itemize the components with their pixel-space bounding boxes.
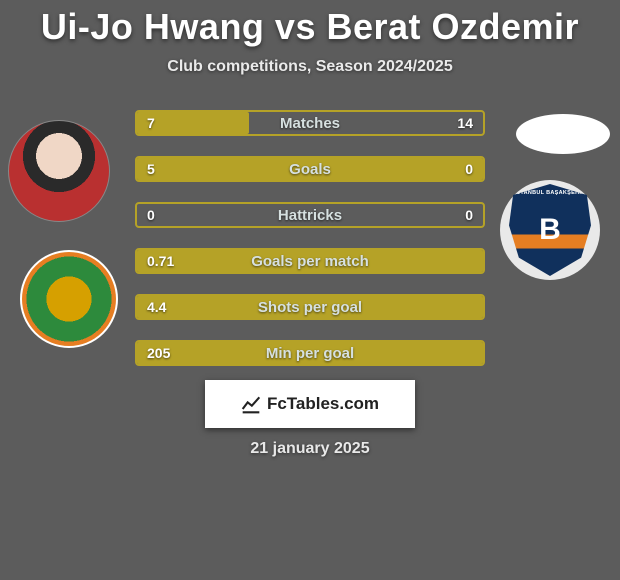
stat-value-left: 205 <box>147 340 170 366</box>
stats-bars: 714Matches50Goals00Hattricks0.71Goals pe… <box>135 110 485 386</box>
stat-value-left: 5 <box>147 156 155 182</box>
stat-value-right: 0 <box>465 202 473 228</box>
comparison-card: Ui-Jo Hwang vs Berat Ozdemir Club compet… <box>0 0 620 580</box>
stat-row: 205Min per goal <box>135 340 485 366</box>
stat-value-right: 0 <box>465 156 473 182</box>
stat-row: 00Hattricks <box>135 202 485 228</box>
club-right-shield-text: ISTANBUL BAŞAKŞEHİR <box>509 190 591 196</box>
player-right-avatar <box>516 114 610 154</box>
club-right-shield: ISTANBUL BAŞAKŞEHİR B <box>509 184 591 276</box>
stat-row: 50Goals <box>135 156 485 182</box>
stat-row: 714Matches <box>135 110 485 136</box>
stat-value-left: 7 <box>147 110 155 136</box>
chart-icon <box>241 394 261 414</box>
branding-badge: FcTables.com <box>205 380 415 428</box>
stat-value-right: 14 <box>457 110 473 136</box>
stat-value-left: 4.4 <box>147 294 166 320</box>
club-right-shield-letter: B <box>539 213 561 247</box>
stat-value-left: 0.71 <box>147 248 174 274</box>
date-text: 21 january 2025 <box>0 440 620 458</box>
player-left-avatar <box>8 120 110 222</box>
stat-bar-fill <box>137 158 483 180</box>
club-right-badge: ISTANBUL BAŞAKŞEHİR B <box>500 180 600 280</box>
stat-bar-track <box>135 202 485 228</box>
stat-value-left: 0 <box>147 202 155 228</box>
stat-bar-fill <box>137 342 483 364</box>
stat-bar-fill <box>137 296 483 318</box>
branding-text: FcTables.com <box>267 394 379 414</box>
subtitle: Club competitions, Season 2024/2025 <box>0 58 620 76</box>
stat-bar-fill <box>137 250 483 272</box>
stat-row: 0.71Goals per match <box>135 248 485 274</box>
page-title: Ui-Jo Hwang vs Berat Ozdemir <box>0 0 620 48</box>
club-left-badge <box>20 250 118 348</box>
stat-row: 4.4Shots per goal <box>135 294 485 320</box>
comparison-stage: ISTANBUL BAŞAKŞEHİR B 714Matches50Goals0… <box>0 100 620 370</box>
